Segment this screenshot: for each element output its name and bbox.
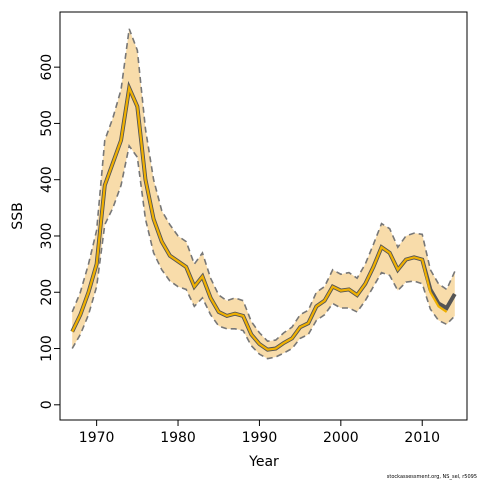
series-line (71, 84, 448, 351)
y-tick-label: 500 (39, 110, 55, 137)
y-axis-label: SSB (10, 202, 26, 229)
x-tick-label: 2010 (404, 430, 440, 446)
y-tick-label: 400 (39, 166, 55, 193)
y-tick-label: 0 (39, 400, 55, 409)
confidence-band (72, 28, 455, 359)
y-tick-label: 100 (39, 335, 55, 362)
x-tick-label: 2000 (323, 430, 359, 446)
band-edge (71, 143, 456, 360)
band-edge (71, 28, 456, 343)
x-tick-label: 1990 (242, 430, 278, 446)
y-tick-label: 600 (39, 54, 55, 81)
x-tick-label: 1970 (79, 430, 115, 446)
x-axis-label: Year (248, 454, 279, 470)
y-tick-label: 200 (39, 279, 55, 306)
y-tick-label: 300 (39, 223, 55, 250)
plot-frame (59, 11, 468, 421)
footnote: stockassessment.org, NS_sel, r5095 (387, 474, 477, 480)
x-tick-label: 1980 (160, 430, 196, 446)
